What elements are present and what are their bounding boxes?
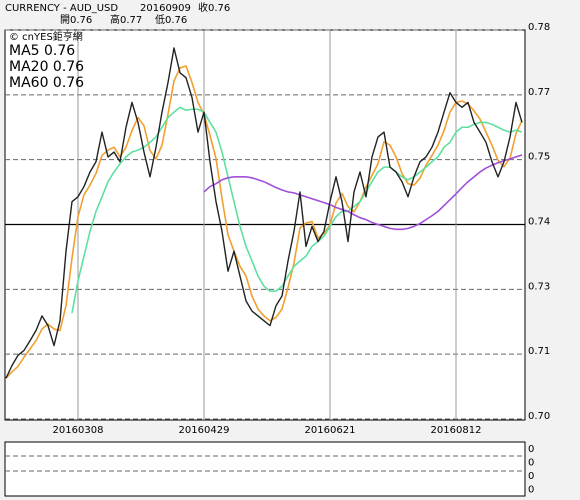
header-text: 開0.76 bbox=[60, 14, 92, 26]
header-text: 收0.76 bbox=[198, 1, 230, 14]
header-text: 低0.76 bbox=[155, 13, 187, 26]
legend-entry: MA5 0.76 bbox=[9, 43, 75, 59]
legend-entry: MA20 0.76 bbox=[9, 59, 84, 75]
line bbox=[5, 65, 523, 379]
line bbox=[71, 106, 523, 314]
header-text: 高0.77 bbox=[110, 13, 142, 26]
x-tick-label: 20160308 bbox=[53, 425, 104, 436]
line bbox=[203, 154, 523, 231]
sub-tick-label: 0 bbox=[528, 471, 534, 482]
sub-tick-label: 0 bbox=[528, 457, 534, 468]
x-tick-label: 20160621 bbox=[305, 425, 356, 436]
sub-panel bbox=[4, 441, 526, 497]
y-tick-label: 0.70 bbox=[528, 411, 550, 422]
header-text: CURRENCY - AUD_USD bbox=[5, 3, 118, 14]
y-tick-label: 0.74 bbox=[528, 217, 550, 228]
y-tick-label: 0.73 bbox=[528, 281, 550, 292]
x-tick-label: 20160812 bbox=[431, 425, 482, 436]
y-tick-label: 0.75 bbox=[528, 152, 550, 163]
x-tick-label: 20160429 bbox=[179, 425, 230, 436]
line bbox=[5, 47, 523, 379]
legend-entry: MA60 0.76 bbox=[9, 75, 84, 91]
y-tick-label: 0.71 bbox=[528, 346, 550, 357]
header-text: 20160909 bbox=[140, 3, 191, 14]
y-tick-label: 0.78 bbox=[528, 22, 550, 33]
sub-tick-label: 0 bbox=[528, 444, 534, 455]
sub-tick-label: 0 bbox=[528, 484, 534, 495]
source: © cnYES鉅亨網 bbox=[9, 30, 83, 43]
y-tick-label: 0.77 bbox=[528, 87, 550, 98]
